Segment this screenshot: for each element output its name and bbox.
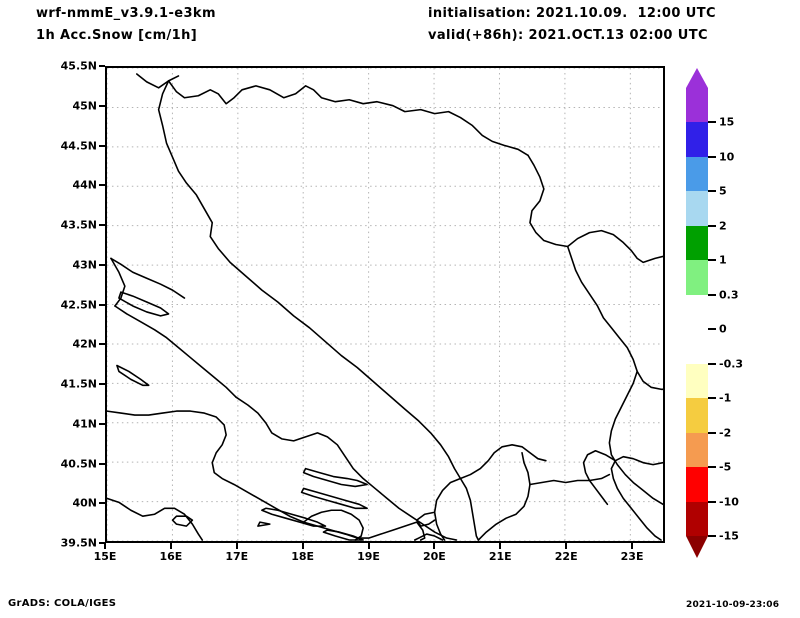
y-tick-label: 39.5N bbox=[60, 536, 97, 550]
colorbar-label: 0.3 bbox=[719, 288, 739, 302]
y-tick-mark bbox=[99, 104, 105, 107]
x-tick-mark bbox=[235, 543, 238, 549]
colorbar-tick bbox=[708, 466, 716, 469]
colorbar-segment[interactable] bbox=[686, 294, 708, 330]
x-tick-label: 15E bbox=[93, 550, 117, 563]
colorbar-label: -1 bbox=[719, 391, 732, 405]
colorbar-label: 10 bbox=[719, 150, 735, 164]
colorbar-segment[interactable] bbox=[686, 363, 708, 399]
colorbar-segment[interactable] bbox=[686, 225, 708, 261]
y-tick-label: 44N bbox=[72, 178, 97, 192]
colorbar-tick bbox=[708, 155, 716, 158]
y-tick-label: 45N bbox=[72, 99, 97, 113]
colorbar-segment[interactable] bbox=[686, 156, 708, 192]
colorbar-label: -10 bbox=[719, 495, 739, 509]
y-tick-mark bbox=[99, 224, 105, 226]
map-plot-area[interactable] bbox=[105, 66, 665, 543]
colorbar-label: 1 bbox=[719, 253, 727, 267]
colorbar-tick bbox=[708, 431, 716, 434]
y-tick-label: 44.5N bbox=[60, 139, 97, 152]
model-title: wrf-nmmE_v3.9.1-e3km bbox=[36, 6, 216, 21]
colorbar-segment[interactable] bbox=[686, 260, 708, 296]
colorbar-label: 15 bbox=[719, 115, 735, 129]
y-tick-mark bbox=[99, 422, 105, 425]
x-tick-mark bbox=[169, 543, 172, 549]
colorbar-segment[interactable] bbox=[686, 432, 708, 468]
colorbar-tick bbox=[708, 190, 716, 193]
colorbar-tick bbox=[708, 259, 716, 262]
colorbar-segment[interactable] bbox=[686, 88, 708, 123]
colorbar-segment[interactable] bbox=[686, 122, 708, 158]
colorbar-tick bbox=[708, 397, 716, 400]
y-tick-label: 45.5N bbox=[60, 59, 97, 73]
x-tick-mark bbox=[499, 543, 502, 549]
render-timestamp: 2021-10-09-23:06 bbox=[686, 600, 780, 610]
gridlines bbox=[107, 68, 663, 541]
x-tick-mark bbox=[433, 543, 436, 549]
y-tick-label: 43N bbox=[72, 258, 97, 272]
initialisation-time: initialisation: 2021.10.09. 12:00 UTC bbox=[428, 6, 716, 21]
colorbar-segment[interactable] bbox=[686, 501, 708, 537]
colorbar-tick bbox=[708, 535, 716, 537]
y-tick-label: 40.5N bbox=[60, 457, 97, 470]
y-tick-label: 42.5N bbox=[60, 298, 97, 311]
colorbar-label: 2 bbox=[719, 219, 727, 233]
y-tick-label: 40N bbox=[72, 496, 97, 510]
x-tick-label: 17E bbox=[225, 550, 249, 563]
x-tick-label: 18E bbox=[291, 550, 315, 563]
valid-time: valid(+86h): 2021.OCT.13 02:00 UTC bbox=[428, 28, 708, 43]
y-tick-mark bbox=[99, 263, 105, 266]
colorbar-label: -15 bbox=[719, 529, 739, 543]
x-tick-label: 23E bbox=[620, 550, 644, 563]
colorbar-label: 0 bbox=[719, 322, 727, 336]
x-tick-label: 20E bbox=[422, 550, 446, 563]
y-tick-label: 41N bbox=[72, 417, 97, 431]
y-tick-mark bbox=[99, 383, 105, 385]
x-tick-label: 16E bbox=[159, 550, 183, 563]
field-title: 1h Acc.Snow [cm/1h] bbox=[36, 28, 198, 43]
colorbar-tick bbox=[708, 121, 716, 124]
colorbar-label: -5 bbox=[719, 460, 732, 474]
colorbar-segment[interactable] bbox=[686, 191, 708, 227]
y-tick-mark bbox=[99, 144, 105, 147]
colorbar-tick bbox=[708, 224, 716, 227]
colorbar-segment[interactable] bbox=[686, 467, 708, 503]
y-tick-mark bbox=[99, 65, 105, 67]
y-tick-mark bbox=[99, 462, 105, 465]
colorbar-tick bbox=[708, 293, 716, 296]
x-tick-label: 19E bbox=[357, 550, 380, 563]
x-tick-mark bbox=[104, 543, 106, 549]
colorbar-label: -0.3 bbox=[719, 357, 744, 371]
y-tick-mark bbox=[99, 502, 105, 505]
colorbar-tick bbox=[708, 328, 716, 331]
colorbar-label: 5 bbox=[719, 184, 727, 198]
x-tick-label: 21E bbox=[488, 550, 512, 563]
y-tick-mark bbox=[99, 542, 105, 544]
x-tick-mark bbox=[367, 543, 370, 549]
y-tick-mark bbox=[99, 343, 105, 346]
y-tick-label: 43.5N bbox=[60, 218, 97, 232]
x-tick-label: 22E bbox=[554, 550, 578, 563]
y-tick-mark bbox=[99, 184, 105, 187]
colorbar-label: -2 bbox=[719, 426, 732, 440]
colorbar[interactable]: 15 10 5 2 1 0.3 0 -0.3 -1 -2 -5 -10 -15 bbox=[686, 68, 743, 558]
y-tick-mark bbox=[99, 303, 105, 306]
x-tick-mark bbox=[301, 543, 304, 549]
colorbar-arrow-top bbox=[686, 68, 708, 88]
colorbar-tick bbox=[708, 362, 716, 365]
y-tick-label: 42N bbox=[72, 337, 97, 351]
y-tick-label: 41.5N bbox=[60, 377, 97, 391]
colorbar-tick bbox=[708, 500, 716, 503]
colorbar-arrow-bottom bbox=[686, 536, 708, 558]
colorbar-segment[interactable] bbox=[686, 398, 708, 434]
x-tick-mark bbox=[631, 543, 634, 549]
colorbar-segment[interactable] bbox=[686, 329, 708, 365]
grads-credit: GrADS: COLA/IGES bbox=[8, 598, 117, 609]
x-tick-mark bbox=[565, 543, 568, 549]
coastline-and-borders bbox=[107, 73, 663, 541]
